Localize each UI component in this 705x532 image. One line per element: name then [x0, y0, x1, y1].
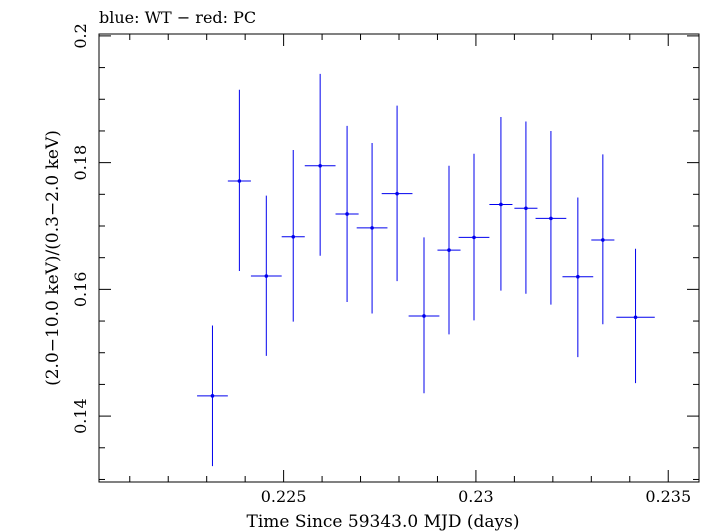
y-tick-label: 0.18: [71, 145, 90, 181]
data-point: [535, 130, 567, 305]
data-point: [489, 117, 513, 291]
data-point: [227, 89, 251, 271]
data-point: [281, 149, 305, 322]
point-marker: [524, 206, 528, 211]
data-point: [304, 73, 336, 256]
data-point: [591, 154, 615, 325]
data-point: [437, 165, 461, 335]
point-marker: [601, 238, 605, 242]
y-tick-label: 0.2: [71, 23, 90, 48]
point-marker: [576, 274, 580, 279]
point-marker: [264, 274, 269, 278]
x-tick-label: 0.225: [261, 487, 307, 506]
x-axis-ticks: 0.225 0.23 0.235: [129, 34, 691, 506]
x-tick-label: 0.235: [645, 487, 691, 506]
data-point: [250, 195, 282, 356]
point-marker: [345, 212, 349, 216]
data-point: [458, 153, 490, 321]
x-tick-label: 0.23: [458, 487, 494, 506]
data-point: [514, 121, 538, 294]
point-marker: [633, 315, 638, 320]
data-point: [197, 325, 228, 467]
point-marker: [395, 191, 399, 196]
data-point: [381, 105, 413, 282]
y-tick-label: 0.16: [71, 272, 90, 308]
point-marker: [447, 248, 451, 252]
chart-title: blue: WT − red: PC: [99, 8, 256, 27]
y-tick-label: 0.14: [71, 398, 90, 434]
data-point: [408, 237, 440, 394]
data-point: [356, 142, 388, 314]
point-marker: [318, 164, 322, 168]
point-marker: [291, 234, 296, 239]
point-marker: [237, 179, 242, 183]
data-point: [335, 125, 359, 303]
point-marker: [370, 226, 374, 230]
point-marker: [472, 235, 476, 240]
data-point: [562, 197, 594, 358]
data-point: [616, 248, 655, 384]
x-axis-label: Time Since 59343.0 MJD (days): [247, 512, 520, 532]
point-marker: [210, 394, 215, 398]
data-series: [197, 73, 655, 467]
point-marker: [549, 216, 553, 221]
point-marker: [422, 314, 426, 318]
y-axis-label: (2.0−10.0 keV)/(0.3−2.0 keV): [43, 130, 63, 386]
y-axis-ticks: 0.14 0.16 0.18 0.2: [71, 23, 699, 480]
point-marker: [499, 202, 503, 207]
